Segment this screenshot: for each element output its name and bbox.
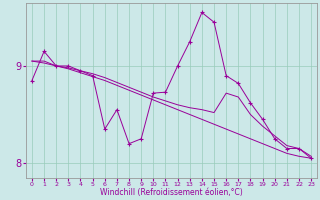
X-axis label: Windchill (Refroidissement éolien,°C): Windchill (Refroidissement éolien,°C)	[100, 188, 243, 197]
